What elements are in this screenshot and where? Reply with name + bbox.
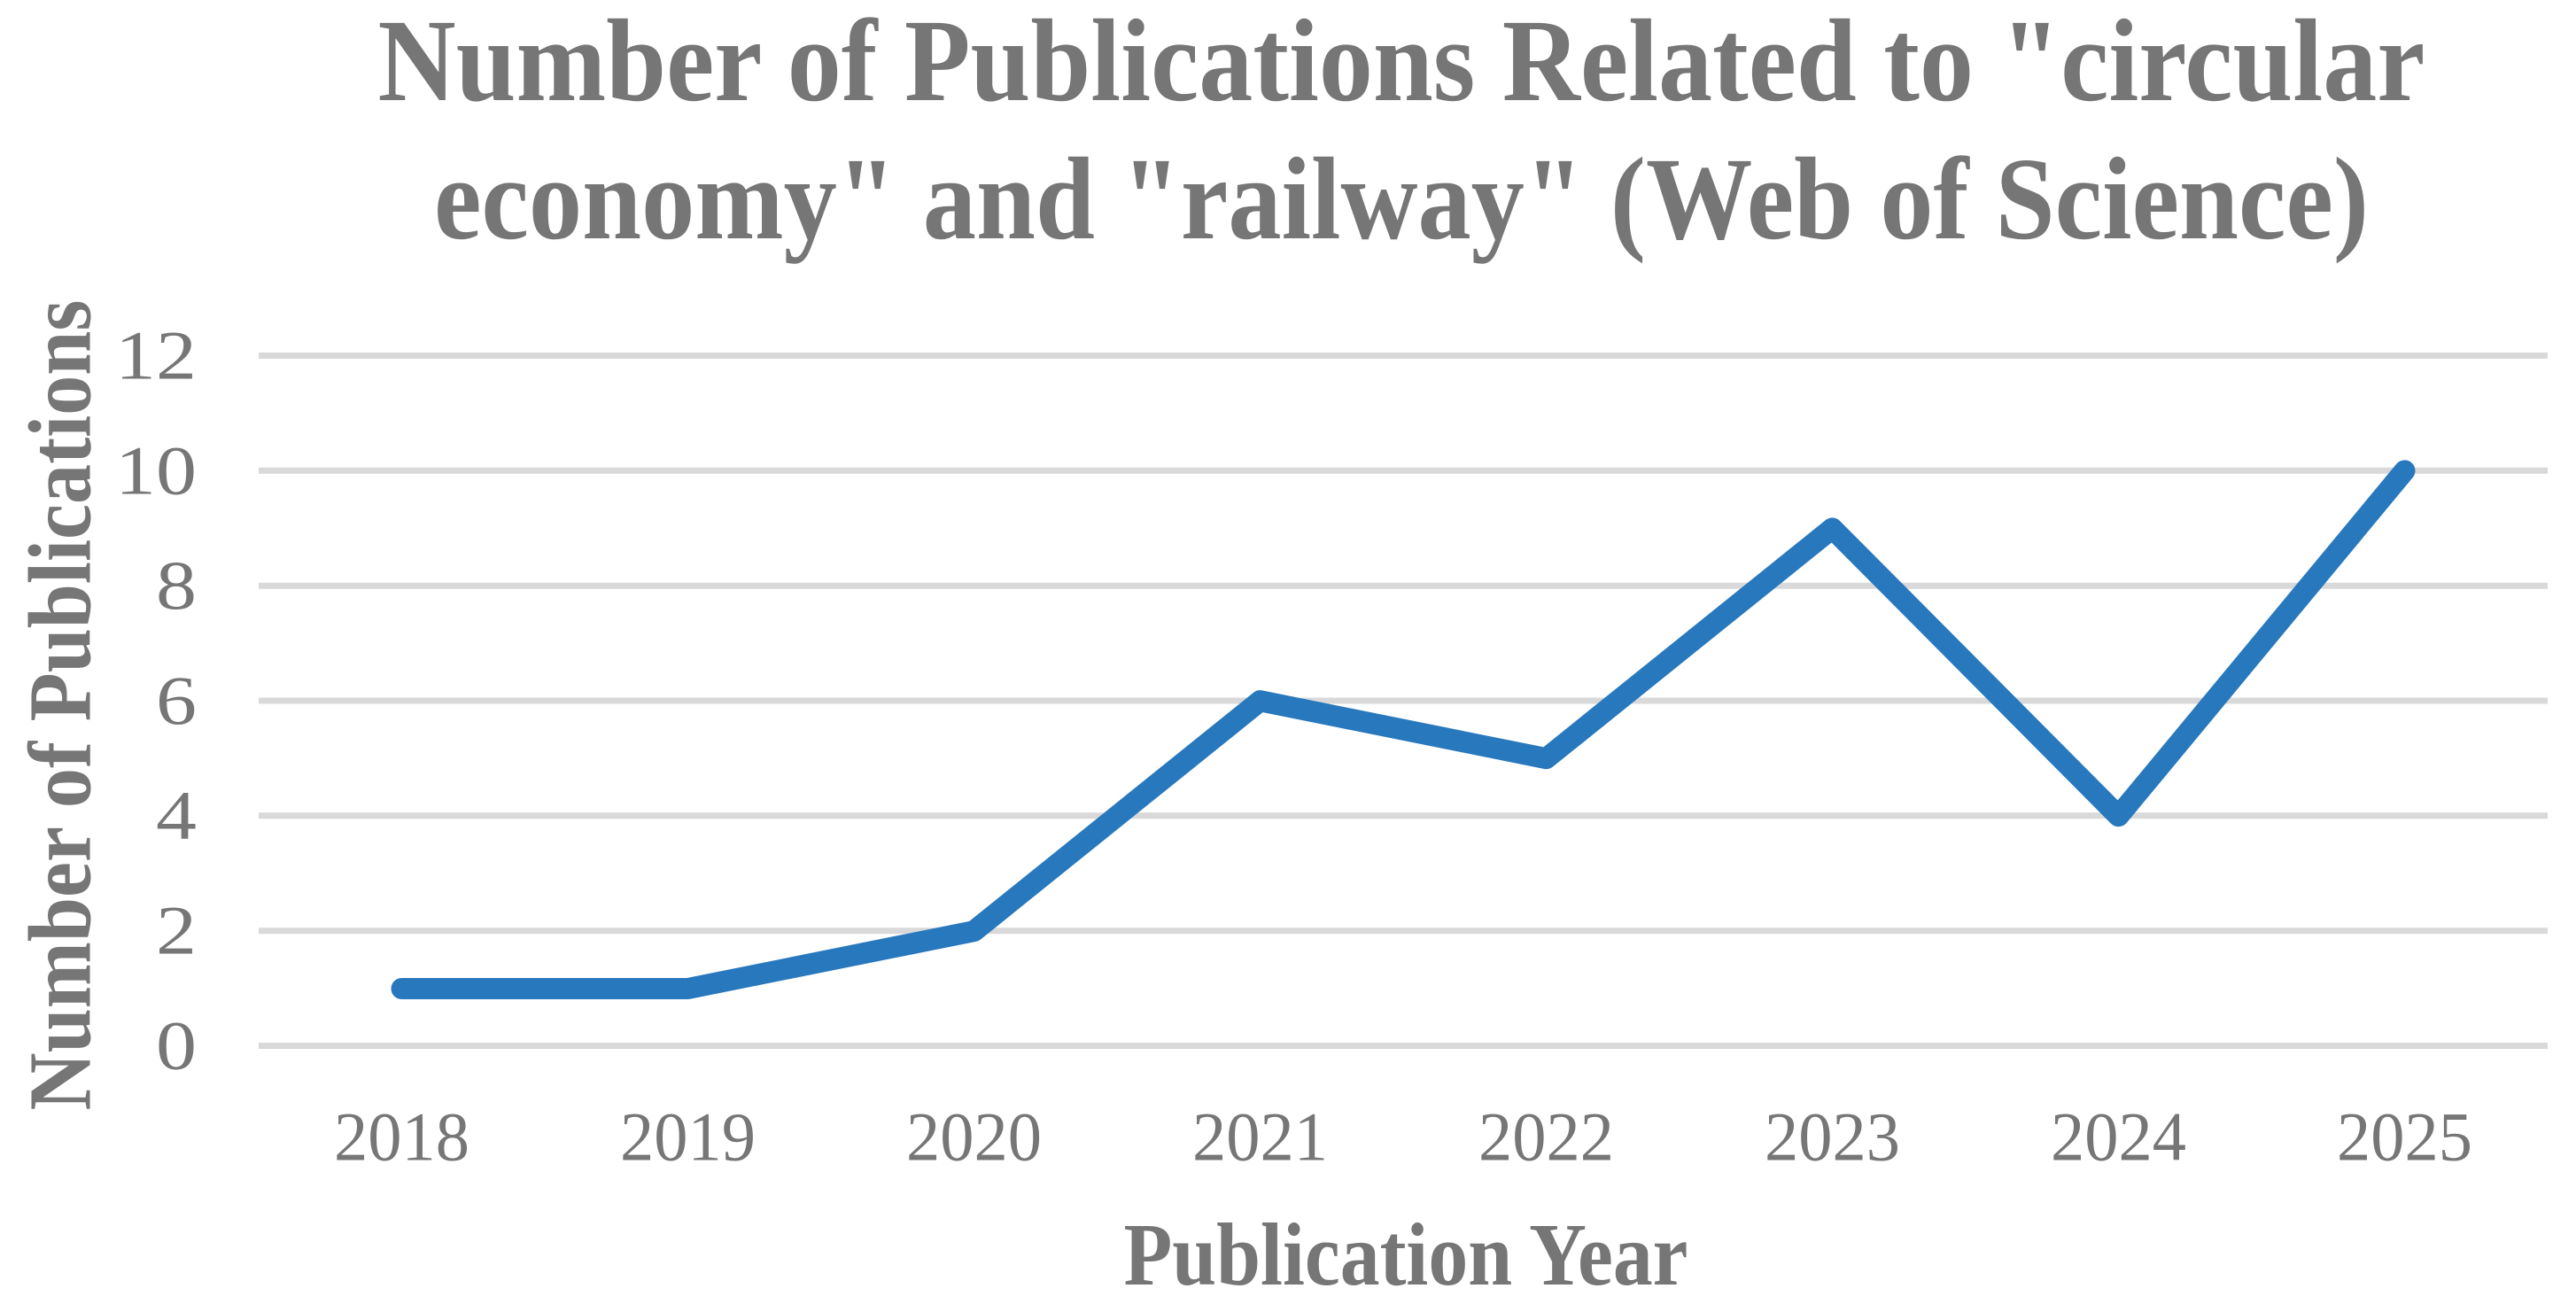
svg-text:Number of Publications Related: Number of Publications Related to "circu… <box>378 0 2425 126</box>
svg-text:0: 0 <box>156 1007 197 1084</box>
svg-text:2: 2 <box>156 892 197 969</box>
svg-text:12: 12 <box>115 317 197 394</box>
svg-text:6: 6 <box>156 662 197 739</box>
svg-text:2018: 2018 <box>334 1098 469 1176</box>
svg-text:2019: 2019 <box>620 1098 756 1176</box>
svg-text:economy" and "railway" (Web of: economy" and "railway" (Web of Science) <box>434 133 2369 264</box>
svg-text:8: 8 <box>156 547 197 624</box>
svg-text:2020: 2020 <box>906 1098 1042 1176</box>
svg-text:2022: 2022 <box>1478 1098 1614 1176</box>
svg-text:10: 10 <box>115 431 197 508</box>
svg-text:2021: 2021 <box>1192 1098 1328 1176</box>
svg-text:2024: 2024 <box>2051 1098 2186 1176</box>
svg-text:2023: 2023 <box>1765 1098 1900 1176</box>
svg-text:2025: 2025 <box>2337 1098 2472 1176</box>
svg-text:Publication Year: Publication Year <box>1124 1205 1688 1304</box>
svg-text:4: 4 <box>156 777 197 854</box>
svg-text:Number of Publications: Number of Publications <box>11 300 110 1111</box>
